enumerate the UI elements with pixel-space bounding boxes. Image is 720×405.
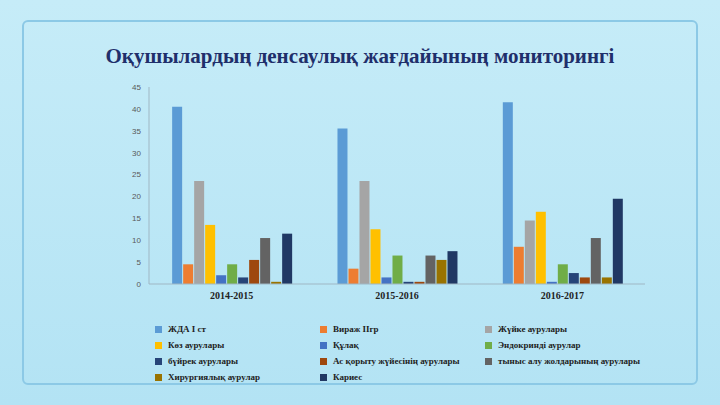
svg-text:2014-2015: 2014-2015 xyxy=(210,290,253,301)
html-text:Жүйке аурулары: Жүйке аурулары xyxy=(498,324,568,334)
svg-text:0: 0 xyxy=(137,280,142,289)
svg-text:20: 20 xyxy=(132,192,141,201)
svg-text:30: 30 xyxy=(132,149,141,158)
svg-text:25: 25 xyxy=(132,170,141,179)
html-text:тыныс алу жолдарының аурулары: тыныс алу жолдарының аурулары xyxy=(498,356,640,366)
svg-text:2016-2017: 2016-2017 xyxy=(541,290,584,301)
svg-text:35: 35 xyxy=(132,127,141,136)
html-text:Хирургиялық аурулар: Хирургиялық аурулар xyxy=(168,372,260,382)
svg-text:5: 5 xyxy=(137,258,142,267)
svg-text:2015-2016: 2015-2016 xyxy=(375,290,418,301)
svg-text:45: 45 xyxy=(132,83,141,92)
svg-text:10: 10 xyxy=(132,236,141,245)
html-text:Оқушылардың денсаулық жағдайын: Оқушылардың денсаулық жағдайының монитор… xyxy=(105,44,615,68)
html-text:Ас қорыту жүйесінің аурулары: Ас қорыту жүйесінің аурулары xyxy=(333,356,460,366)
html-text:Көз аурулары: Көз аурулары xyxy=(168,340,225,350)
svg-text:15: 15 xyxy=(132,214,141,223)
html-text:Вираж ІІгр: Вираж ІІгр xyxy=(333,324,379,334)
html-text:Құлақ: Құлақ xyxy=(333,340,359,350)
html-text:Кариес: Кариес xyxy=(333,372,363,382)
html-text:бүйрек аурулары: бүйрек аурулары xyxy=(168,356,238,366)
html-text:Эндокринді аурулар: Эндокринді аурулар xyxy=(498,340,581,350)
svg-text:40: 40 xyxy=(132,105,141,114)
html-text:ЖДА І ст: ЖДА І ст xyxy=(168,324,206,334)
